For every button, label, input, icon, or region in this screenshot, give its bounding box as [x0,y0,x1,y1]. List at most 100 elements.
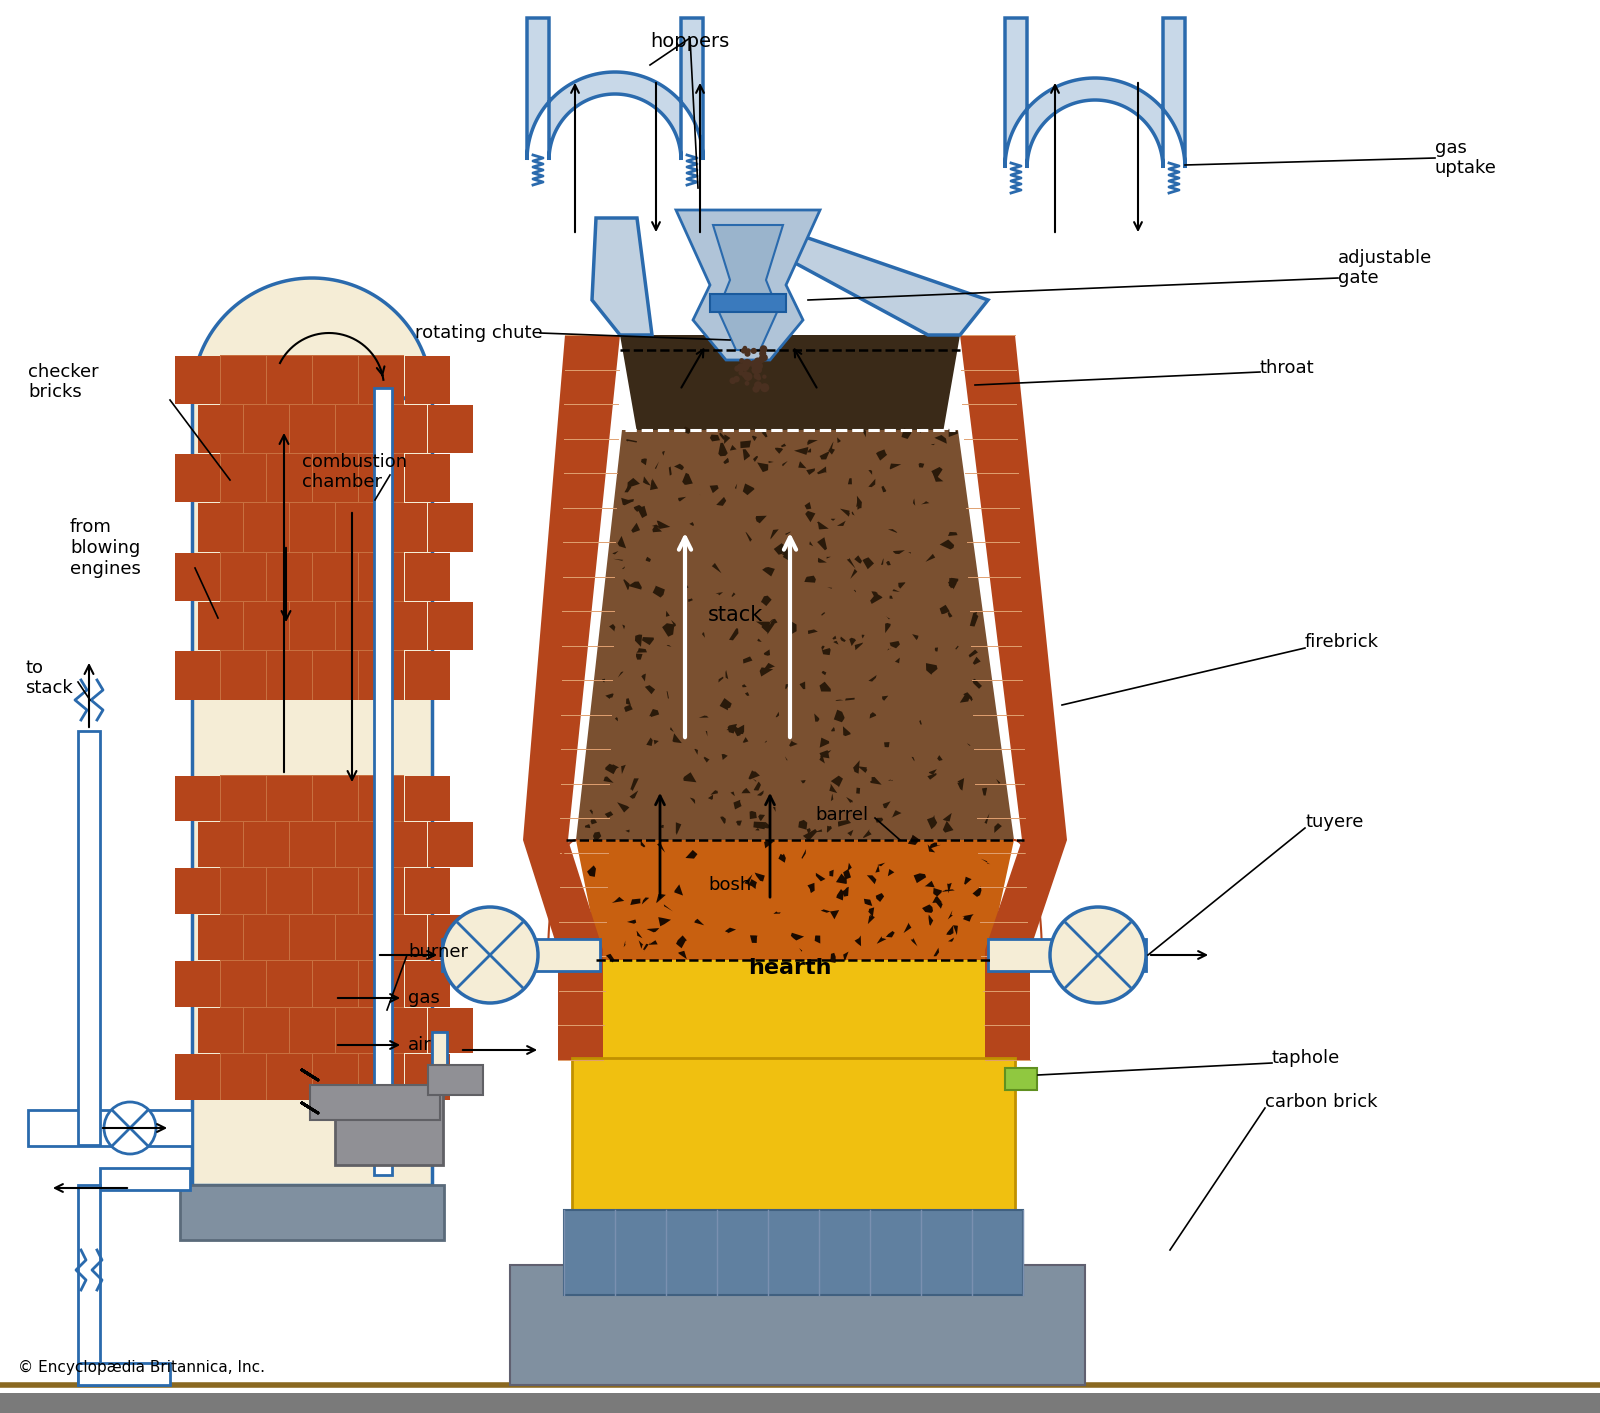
Polygon shape [632,523,640,533]
Polygon shape [656,894,666,903]
Polygon shape [648,940,658,945]
Polygon shape [730,445,736,451]
Polygon shape [942,812,952,821]
Polygon shape [934,647,938,651]
Polygon shape [675,822,682,835]
Polygon shape [970,697,973,701]
Bar [78,1186,101,1385]
Polygon shape [762,596,771,606]
Polygon shape [949,428,958,437]
Polygon shape [869,712,877,719]
Polygon shape [794,447,808,455]
Bar [312,454,357,503]
Polygon shape [720,698,731,711]
Polygon shape [786,684,790,690]
Polygon shape [642,458,646,465]
Polygon shape [621,335,960,449]
Polygon shape [630,899,640,906]
Polygon shape [776,712,779,718]
Polygon shape [838,820,851,827]
Polygon shape [723,458,730,463]
Polygon shape [854,589,856,592]
Polygon shape [888,869,894,876]
Circle shape [734,366,741,372]
Polygon shape [718,677,723,682]
Bar [358,961,403,1006]
Bar [600,959,989,1130]
Polygon shape [830,728,835,732]
Bar [336,914,381,961]
Polygon shape [829,448,835,455]
Polygon shape [630,779,638,791]
Polygon shape [670,620,675,627]
Polygon shape [731,791,734,796]
Circle shape [739,370,744,376]
Polygon shape [526,18,702,160]
Polygon shape [587,865,595,877]
Polygon shape [888,528,898,533]
Polygon shape [846,558,856,568]
Bar [0,1393,1600,1413]
Bar [405,552,450,601]
Bar [174,961,219,1006]
Polygon shape [758,814,765,821]
Bar [312,356,357,404]
Polygon shape [861,430,866,437]
Polygon shape [651,524,661,528]
Polygon shape [770,619,773,623]
Polygon shape [725,435,731,444]
Polygon shape [605,811,613,818]
Polygon shape [786,757,787,760]
Bar [174,1054,219,1099]
Polygon shape [610,625,616,632]
Polygon shape [690,797,694,804]
Polygon shape [765,740,766,743]
Polygon shape [646,928,659,933]
Polygon shape [942,821,954,832]
Polygon shape [685,851,698,859]
Bar [405,454,450,503]
Circle shape [744,350,750,356]
Text: stack: stack [707,605,763,625]
Polygon shape [786,531,790,536]
Polygon shape [742,738,749,743]
Polygon shape [934,948,939,957]
Polygon shape [914,873,926,883]
Polygon shape [890,642,899,649]
Polygon shape [690,521,694,526]
Polygon shape [718,442,728,456]
Polygon shape [734,483,738,489]
Bar [336,602,381,650]
Polygon shape [875,818,883,822]
Polygon shape [946,926,954,935]
Polygon shape [922,502,930,504]
Polygon shape [637,506,648,519]
Bar [290,602,334,650]
Bar [427,822,472,868]
Polygon shape [805,575,816,582]
Bar [221,454,266,503]
Polygon shape [854,555,862,564]
Polygon shape [891,810,901,818]
Bar [267,869,312,914]
Bar [267,454,312,503]
Polygon shape [933,473,944,482]
Bar [427,503,472,551]
Polygon shape [605,694,614,699]
Polygon shape [907,552,912,554]
Polygon shape [1005,18,1186,168]
Polygon shape [808,883,814,893]
Polygon shape [806,828,811,834]
Polygon shape [629,790,638,798]
Text: rotating chute: rotating chute [414,324,542,342]
Bar [197,822,243,868]
Polygon shape [642,897,650,904]
Polygon shape [674,463,683,471]
Polygon shape [920,721,922,725]
Text: adjustable
gate: adjustable gate [1338,249,1432,287]
Polygon shape [558,950,603,1060]
Polygon shape [882,695,888,701]
Polygon shape [869,471,872,475]
Bar [267,776,312,821]
Polygon shape [773,911,781,914]
